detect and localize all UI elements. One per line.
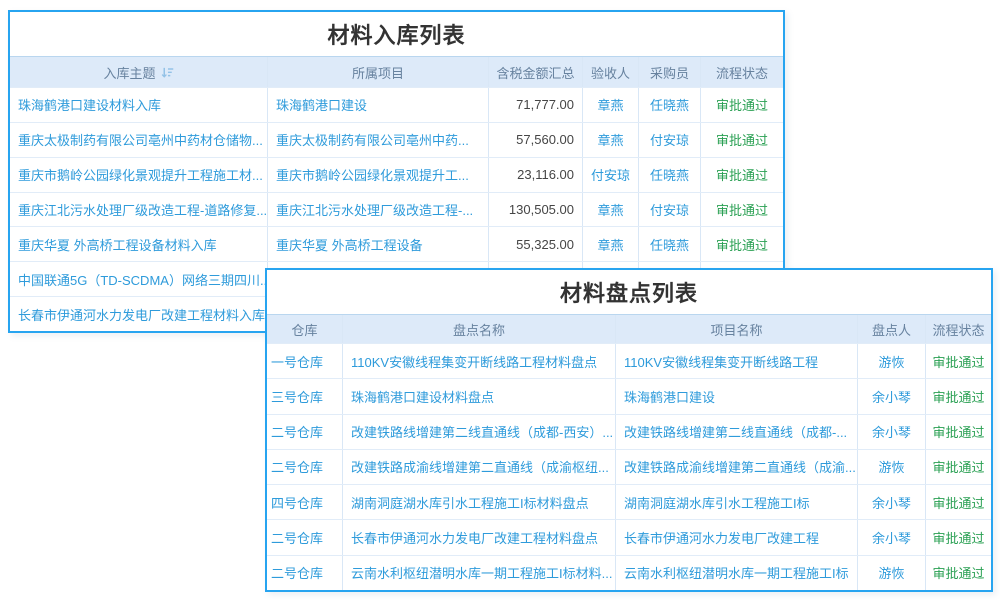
stocktake-cell-project[interactable]: 湖南洞庭湖水库引水工程施工I标: [615, 485, 857, 520]
stocktake-cell-name[interactable]: 改建铁路线增建第二线直通线（成都-西安）...: [342, 414, 615, 449]
inbound-header-purchaser: 采购员: [638, 57, 700, 87]
inbound-cell-subject[interactable]: 重庆市鹅岭公园绿化景观提升工程施工材...: [18, 168, 263, 184]
stocktake-cell-project[interactable]: 110KV安徽线程集变开断线路工程: [615, 344, 857, 379]
inbound-header-inspector: 验收人: [582, 57, 638, 87]
stocktake-header-warehouse: 仓库: [291, 322, 318, 338]
inbound-cell-status[interactable]: 审批通过: [700, 227, 783, 262]
inbound-cell-status[interactable]: 审批通过: [700, 192, 783, 227]
stocktake-cell-status[interactable]: 审批通过: [925, 485, 991, 520]
inbound-cell-amount: 130,505.00: [488, 192, 582, 227]
table-row: 二号仓库 改建铁路成渝线增建第二直通线（成渝枢纽... 改建铁路成渝线增建第二直…: [267, 448, 991, 485]
stocktake-cell-person[interactable]: 余小琴: [857, 485, 925, 520]
inbound-header-subject-label: 入库主题: [103, 65, 156, 81]
stocktake-cell-name[interactable]: 110KV安徽线程集变开断线路工程材料盘点: [342, 344, 615, 379]
stocktake-header-status: 流程状态: [925, 315, 991, 343]
stocktake-cell-person[interactable]: 余小琴: [857, 414, 925, 449]
stocktake-header-person: 盘点人: [857, 315, 925, 343]
stocktake-cell-warehouse[interactable]: 二号仓库: [271, 425, 324, 441]
stocktake-cell-name[interactable]: 珠海鹤港口建设材料盘点: [342, 379, 615, 414]
inbound-cell-subject[interactable]: 重庆江北污水处理厂级改造工程-道路修复...: [18, 203, 267, 218]
inbound-cell-project[interactable]: 珠海鹤港口建设: [267, 88, 488, 122]
inbound-cell-subject[interactable]: 重庆华夏 外高桥工程设备材料入库: [18, 237, 217, 253]
stocktake-table-card: 材料盘点列表 仓库 盘点名称 项目名称 盘点人 流程状态 一号仓库 110KV安…: [265, 268, 993, 592]
stocktake-cell-person[interactable]: 余小琴: [857, 379, 925, 414]
inbound-cell-project[interactable]: 重庆太极制药有限公司亳州中药...: [267, 122, 488, 157]
inbound-header-status: 流程状态: [700, 57, 783, 87]
table-row: 珠海鹤港口建设材料入库 珠海鹤港口建设 71,777.00 章燕 任晓燕 审批通…: [10, 87, 783, 122]
stocktake-cell-warehouse[interactable]: 二号仓库: [271, 566, 324, 582]
table-row: 三号仓库 珠海鹤港口建设材料盘点 珠海鹤港口建设 余小琴 审批通过: [267, 378, 991, 414]
inbound-header-project: 所属项目: [267, 57, 488, 87]
inbound-cell-purchaser[interactable]: 付安琼: [638, 192, 700, 227]
stocktake-cell-name[interactable]: 改建铁路成渝线增建第二直通线（成渝枢纽...: [342, 449, 615, 485]
inbound-cell-inspector[interactable]: 章燕: [582, 122, 638, 157]
stocktake-cell-project[interactable]: 云南水利枢纽潜明水库一期工程施工I标: [615, 555, 857, 590]
inbound-cell-subject[interactable]: 长春市伊通河水力发电厂改建工程材料入库: [18, 307, 266, 323]
inbound-cell-inspector[interactable]: 章燕: [582, 192, 638, 227]
inbound-cell-purchaser[interactable]: 任晓燕: [638, 227, 700, 262]
inbound-cell-amount: 57,560.00: [488, 122, 582, 157]
table-row: 重庆华夏 外高桥工程设备材料入库 重庆华夏 外高桥工程设备 55,325.00 …: [10, 226, 783, 262]
inbound-cell-inspector[interactable]: 章燕: [582, 227, 638, 262]
stocktake-cell-warehouse[interactable]: 四号仓库: [271, 495, 324, 511]
stocktake-cell-status[interactable]: 审批通过: [925, 555, 991, 590]
inbound-cell-status[interactable]: 审批通过: [700, 157, 783, 192]
stocktake-cell-project[interactable]: 珠海鹤港口建设: [615, 379, 857, 414]
table-row: 二号仓库 长春市伊通河水力发电厂改建工程材料盘点 长春市伊通河水力发电厂改建工程…: [267, 519, 991, 555]
stocktake-cell-name[interactable]: 云南水利枢纽潜明水库一期工程施工I标材料...: [342, 555, 615, 590]
inbound-header-row: 入库主题 所属项目 含税金额汇总 验收人 采购员 流程状态: [10, 56, 783, 87]
stocktake-header-row: 仓库 盘点名称 项目名称 盘点人 流程状态: [267, 314, 991, 343]
stocktake-cell-status[interactable]: 审批通过: [925, 520, 991, 555]
stocktake-header-name: 盘点名称: [342, 315, 615, 343]
inbound-cell-project[interactable]: 重庆市鹅岭公园绿化景观提升工...: [267, 157, 488, 192]
table-row: 四号仓库 湖南洞庭湖水库引水工程施工I标材料盘点 湖南洞庭湖水库引水工程施工I标…: [267, 484, 991, 520]
stocktake-cell-person[interactable]: 游恢: [857, 344, 925, 379]
stocktake-cell-project[interactable]: 长春市伊通河水力发电厂改建工程: [615, 520, 857, 555]
table-row: 二号仓库 改建铁路线增建第二线直通线（成都-西安）... 改建铁路线增建第二线直…: [267, 413, 991, 449]
inbound-cell-inspector[interactable]: 付安琼: [582, 157, 638, 192]
inbound-cell-status[interactable]: 审批通过: [700, 88, 783, 122]
inbound-cell-project[interactable]: 重庆华夏 外高桥工程设备: [267, 227, 488, 262]
inbound-cell-purchaser[interactable]: 付安琼: [638, 122, 700, 157]
inbound-cell-purchaser[interactable]: 任晓燕: [638, 157, 700, 192]
stocktake-header-project: 项目名称: [615, 315, 857, 343]
inbound-cell-project[interactable]: 重庆江北污水处理厂级改造工程-...: [267, 192, 488, 227]
inbound-cell-amount: 71,777.00: [488, 88, 582, 122]
stocktake-cell-status[interactable]: 审批通过: [925, 344, 991, 379]
inbound-table-title: 材料入库列表: [327, 23, 466, 48]
stocktake-cell-status[interactable]: 审批通过: [925, 449, 991, 485]
stocktake-cell-warehouse[interactable]: 二号仓库: [271, 531, 324, 547]
inbound-cell-subject[interactable]: 重庆太极制药有限公司亳州中药材仓储物...: [18, 133, 263, 149]
stocktake-cell-person[interactable]: 余小琴: [857, 520, 925, 555]
inbound-cell-status[interactable]: 审批通过: [700, 122, 783, 157]
stocktake-cell-project[interactable]: 改建铁路线增建第二线直通线（成都-...: [615, 414, 857, 449]
stocktake-cell-status[interactable]: 审批通过: [925, 379, 991, 414]
stocktake-cell-project[interactable]: 改建铁路成渝线增建第二直通线（成渝...: [615, 449, 857, 485]
stocktake-cell-name[interactable]: 湖南洞庭湖水库引水工程施工I标材料盘点: [342, 485, 615, 520]
stocktake-cell-status[interactable]: 审批通过: [925, 414, 991, 449]
stocktake-cell-person[interactable]: 游恢: [857, 449, 925, 485]
inbound-cell-subject[interactable]: 中国联通5G（TD-SCDMA）网络三期四川...: [18, 272, 267, 288]
stocktake-table-title: 材料盘点列表: [559, 281, 698, 306]
table-row: 重庆江北污水处理厂级改造工程-道路修复... 重庆江北污水处理厂级改造工程-..…: [10, 191, 783, 227]
stocktake-cell-warehouse[interactable]: 三号仓库: [271, 389, 324, 405]
inbound-cell-purchaser[interactable]: 任晓燕: [638, 88, 700, 122]
stocktake-cell-name[interactable]: 长春市伊通河水力发电厂改建工程材料盘点: [342, 520, 615, 555]
table-row: 重庆市鹅岭公园绿化景观提升工程施工材... 重庆市鹅岭公园绿化景观提升工... …: [10, 156, 783, 192]
table-row: 重庆太极制药有限公司亳州中药材仓储物... 重庆太极制药有限公司亳州中药... …: [10, 121, 783, 157]
inbound-cell-subject[interactable]: 珠海鹤港口建设材料入库: [18, 98, 162, 114]
inbound-cell-amount: 23,116.00: [488, 157, 582, 192]
stocktake-cell-warehouse[interactable]: 一号仓库: [271, 354, 324, 370]
stocktake-cell-warehouse[interactable]: 二号仓库: [271, 460, 324, 476]
inbound-header-amount: 含税金额汇总: [488, 57, 582, 87]
sort-amount-icon[interactable]: [161, 66, 174, 79]
inbound-cell-inspector[interactable]: 章燕: [582, 88, 638, 122]
table-row: 一号仓库 110KV安徽线程集变开断线路工程材料盘点 110KV安徽线程集变开断…: [267, 343, 991, 379]
inbound-header-subject[interactable]: 入库主题: [10, 57, 267, 87]
inbound-cell-amount: 55,325.00: [488, 227, 582, 262]
stocktake-cell-person[interactable]: 游恢: [857, 555, 925, 590]
table-row: 二号仓库 云南水利枢纽潜明水库一期工程施工I标材料... 云南水利枢纽潜明水库一…: [267, 554, 991, 590]
